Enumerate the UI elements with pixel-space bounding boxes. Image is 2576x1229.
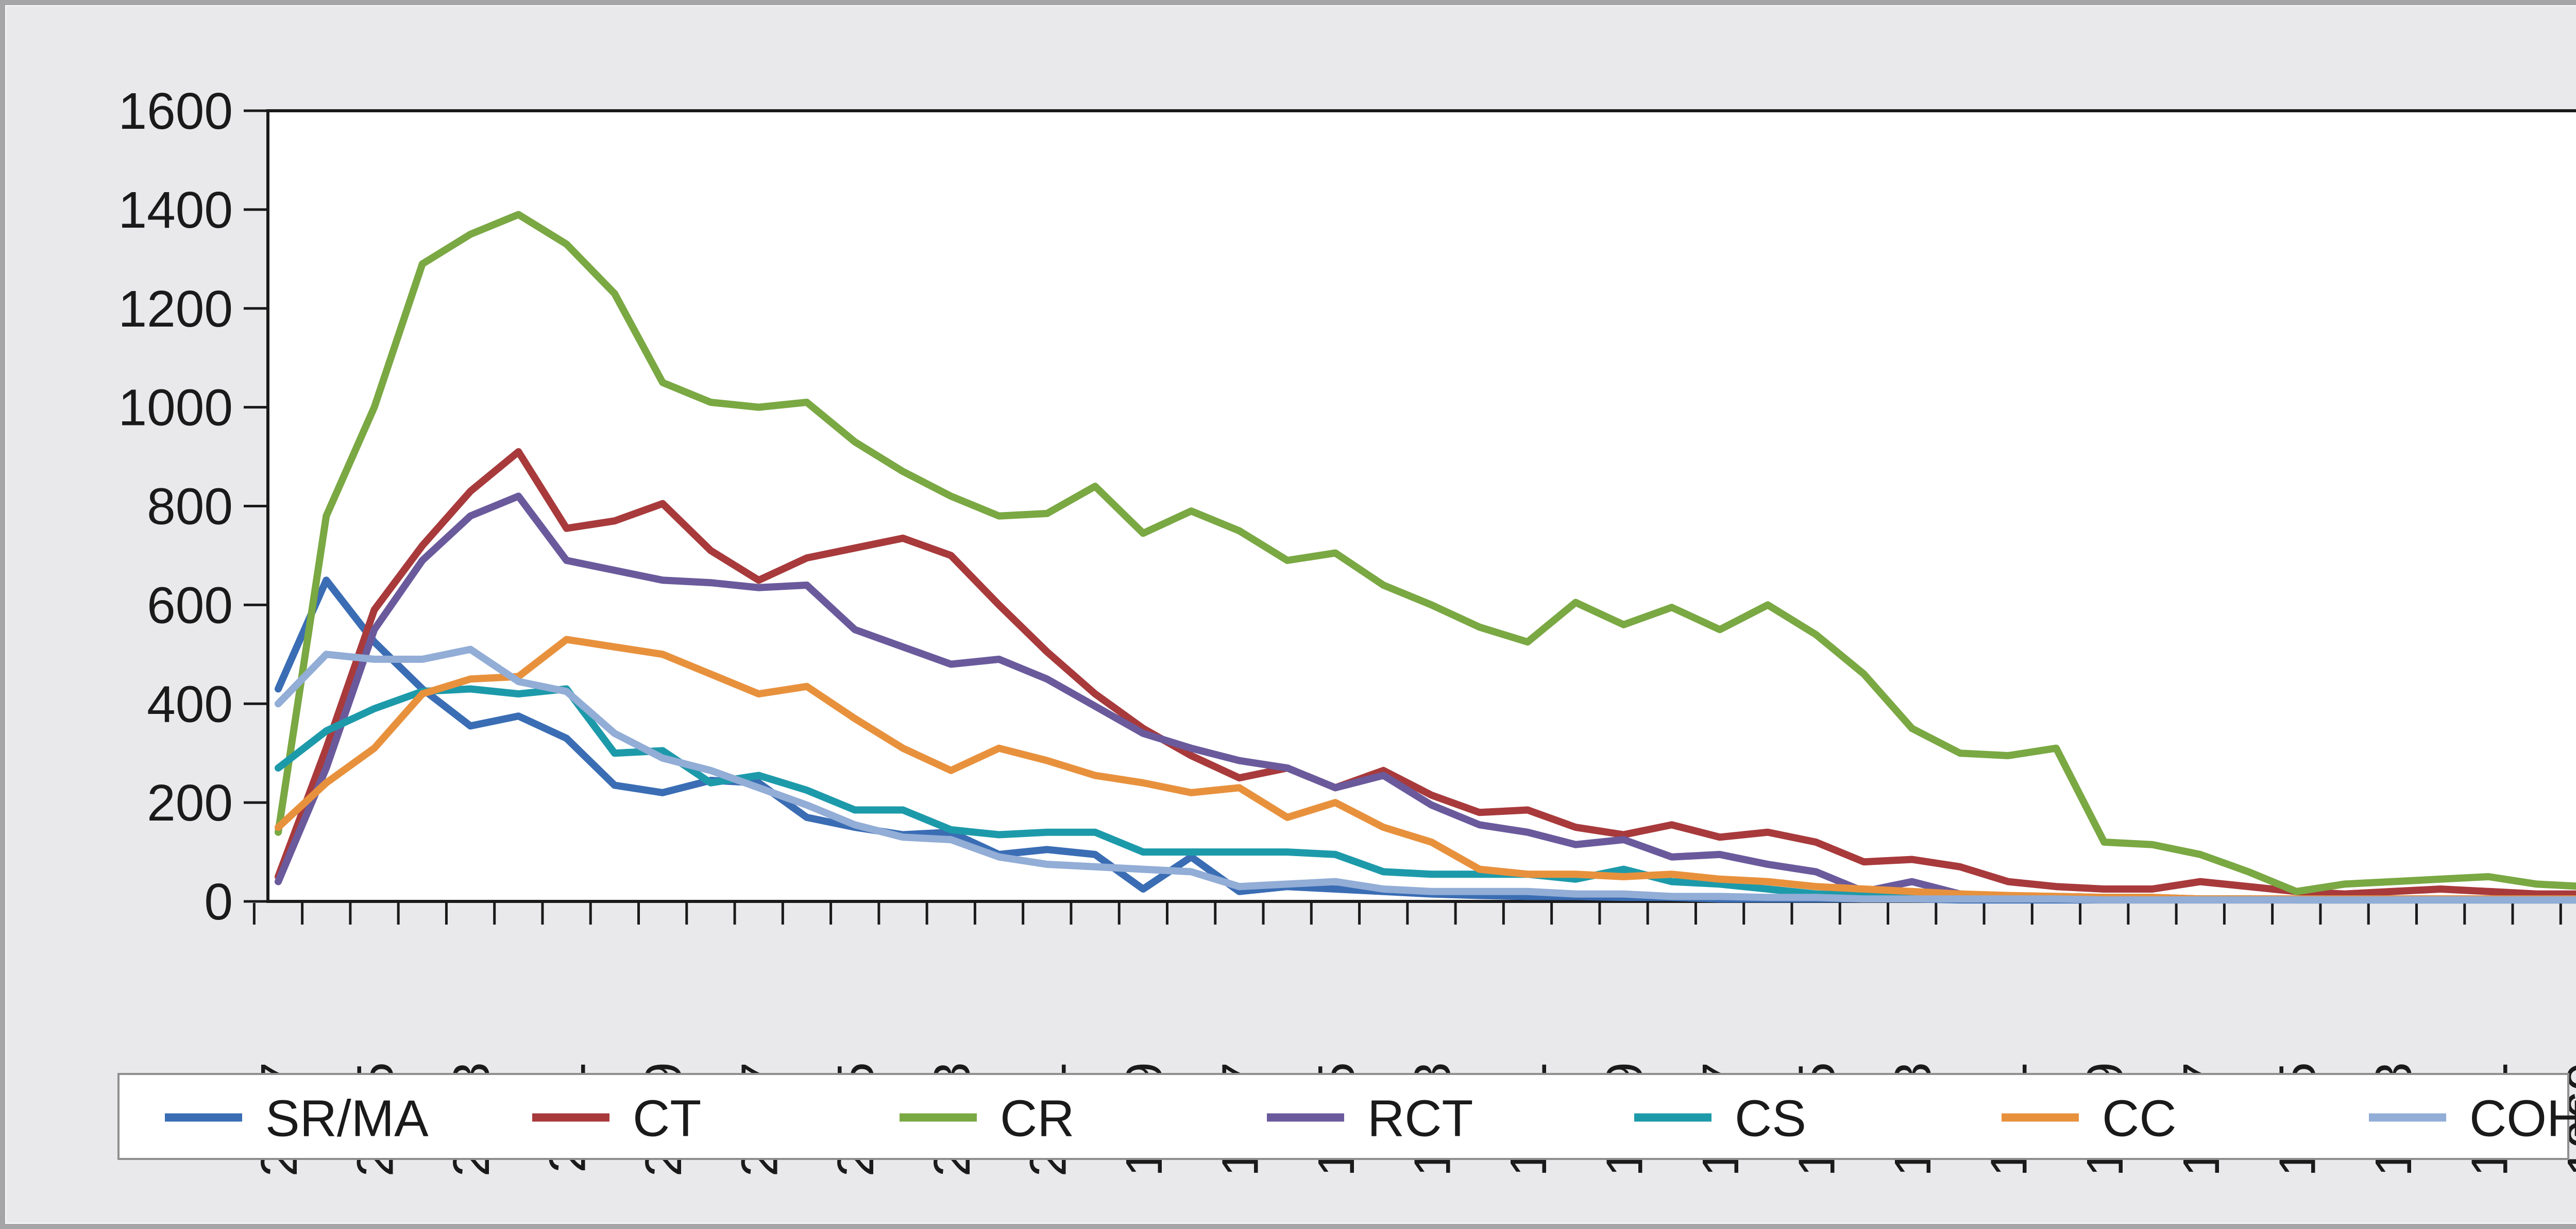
y-tick-label: 600 <box>147 576 233 634</box>
legend-label: SR/MA <box>265 1090 429 1148</box>
legend: SR/MA CT CR RCT CS CC COH <box>117 1073 2576 1160</box>
legend-label: CR <box>1000 1090 1074 1148</box>
y-tick-label: 200 <box>147 774 233 832</box>
legend-label: CS <box>1735 1090 1806 1148</box>
series-line-cr <box>275 211 2576 895</box>
series-lines <box>275 211 2576 904</box>
y-tick-label: 800 <box>147 478 233 536</box>
legend-label: CT <box>633 1090 701 1148</box>
y-axis: 0 200 400 600 800 1000 1200 1400 1600 <box>118 82 267 931</box>
series-line-coh <box>275 645 2576 904</box>
legend-item-ct: CT <box>532 1090 701 1148</box>
legend-label: CC <box>2102 1090 2176 1148</box>
legend-item-cc: CC <box>2002 1090 2176 1148</box>
legend-item-coh: COH <box>2369 1090 2576 1148</box>
y-tick-label: 400 <box>147 675 233 733</box>
y-tick-label: 1600 <box>118 82 233 140</box>
legend-item-sr-ma: SR/MA <box>165 1090 429 1148</box>
series-line-ct <box>275 448 2576 898</box>
y-tick-label: 1200 <box>118 280 233 338</box>
legend-item-rct: RCT <box>1267 1090 1473 1148</box>
y-tick-label: 0 <box>204 873 233 931</box>
legend-label: COH <box>2469 1090 2576 1148</box>
y-tick-label: 1400 <box>118 181 233 239</box>
legend-item-cr: CR <box>900 1090 1074 1148</box>
legend-label: RCT <box>1367 1090 1473 1148</box>
y-tick-label: 1000 <box>118 379 233 437</box>
legend-item-cs: CS <box>1634 1090 1806 1148</box>
